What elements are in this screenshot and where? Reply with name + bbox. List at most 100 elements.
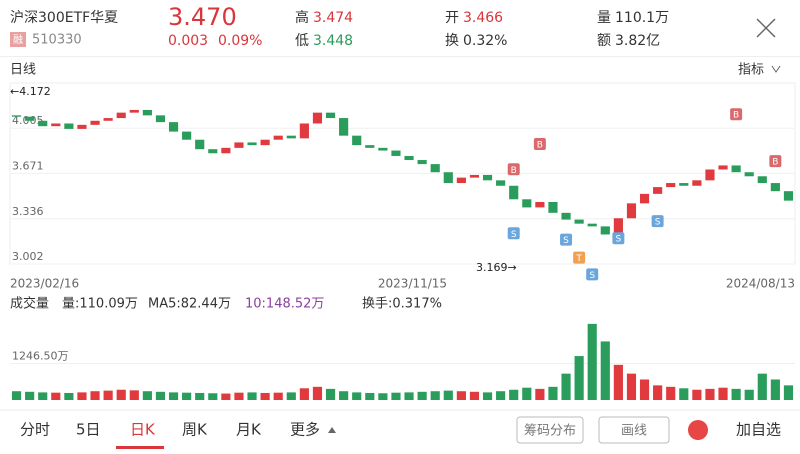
volume-legend: 换手:0.317% [362,297,442,312]
trade-mark-bg [573,251,586,264]
volume-bar [25,391,35,400]
close-x[interactable] [756,18,776,38]
volume-bar [51,392,61,400]
volume-bar [286,392,296,400]
candle [286,135,296,139]
stat-label: 额 [597,33,611,49]
volume-legend: 10:148.52万 [245,297,324,312]
volume-bar [142,391,152,400]
candle [666,183,676,188]
candle [430,164,440,173]
volume-bar [692,389,702,400]
volume-bar [600,341,610,400]
volume-bar [639,379,650,400]
volume-bar [653,385,663,400]
candle [352,135,362,146]
stat-label: 换 [445,32,459,49]
volume-bar [103,390,113,400]
volume-bar [38,392,48,400]
volume-bar [260,392,270,400]
candle [757,176,767,184]
button[interactable]: 筹码分布 [524,423,576,439]
volume-bar [195,392,205,400]
trade-mark: B [772,158,778,168]
button[interactable]: 画线 [621,424,647,439]
volume-bar [587,323,597,400]
volume-bar [339,391,349,400]
caret [328,427,336,433]
record-dot[interactable] [688,420,708,440]
candle [273,135,283,140]
volume-bar [208,393,218,400]
candle [548,201,558,213]
y-tick-label: 3.002 [12,250,44,263]
volume-bar [312,386,323,400]
candle [77,124,87,129]
candle [679,183,689,186]
trade-mark: S [616,235,622,245]
volume-bar [666,386,676,400]
tab[interactable]: 更多 [290,421,320,439]
volume-bar [574,356,584,400]
tab[interactable]: 周K [182,421,208,439]
candle [64,123,74,129]
trade-mark-bg [769,155,782,168]
annotation: 3.169→ [476,261,517,274]
candle [561,212,571,220]
volume-bar [77,392,87,400]
candle [705,169,715,181]
volume-bar [626,373,637,400]
tab[interactable]: 5日 [76,421,101,439]
stat-value: 3.466 [463,10,503,26]
volume-bar [155,391,166,400]
stat-value: 0.32% [463,33,507,49]
candle [482,174,493,181]
volume-bar [561,373,571,400]
x-tick-label: 2024/08/13 [726,277,795,291]
candle [234,142,244,148]
candle [731,165,741,173]
candle [299,123,309,139]
badge-bg [10,32,26,47]
volume-bar [456,391,466,400]
candle [744,172,754,177]
candle [247,142,257,146]
volume-bar [11,391,22,400]
volume-legend: 成交量 [10,296,49,312]
volume-bar [718,387,728,400]
indicator[interactable]: 指标 [738,63,764,78]
button-frame[interactable] [598,416,670,444]
candle [129,109,139,113]
candle [51,123,61,127]
trade-mark: B [511,166,517,176]
candle [626,203,637,219]
y-tick-label: 1246.50万 [12,349,69,362]
volume-bar [757,373,767,400]
button[interactable]: 加自选 [736,421,781,439]
candle [600,226,610,235]
volume-bar [273,392,283,400]
volume-bar [129,390,139,400]
tab-underline [116,446,164,449]
y-tick-label: 3.336 [12,205,44,218]
tab[interactable]: 分时 [20,421,50,439]
volume-bar [299,388,309,400]
trade-mark-bg [507,227,520,240]
trade-mark-bg [560,233,573,246]
tab[interactable]: 月K [236,421,262,439]
candle [391,150,401,156]
volume-bar [705,388,715,400]
candle [103,118,113,121]
stat-value: 3.474 [313,10,353,26]
candle [613,218,623,235]
volume-bar [770,379,780,400]
volume-bar [679,388,689,400]
period: 日线 [10,63,36,78]
stat-value: 3.82亿 [615,33,660,49]
candle [469,174,480,178]
candle [770,183,780,192]
x-tick-label: 2023/11/15 [378,277,447,291]
tab[interactable]: 日K [130,421,156,439]
button-frame[interactable] [516,416,584,444]
